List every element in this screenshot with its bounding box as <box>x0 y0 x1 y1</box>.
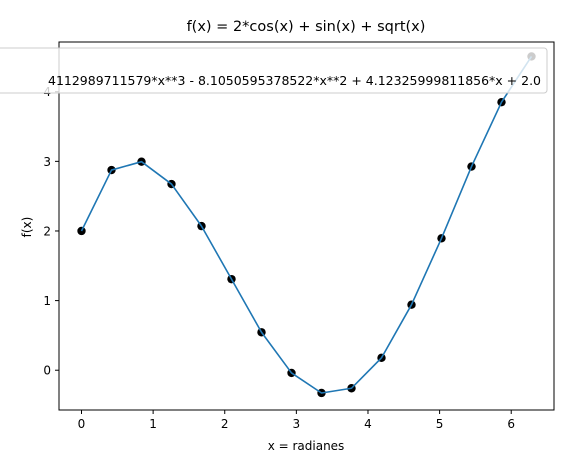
x-tick-label: 5 <box>436 417 444 431</box>
x-tick-label: 1 <box>149 417 157 431</box>
axes-frame <box>58 41 555 411</box>
plot-area <box>77 52 536 398</box>
legend-box <box>0 47 548 94</box>
x-tick-label: 4 <box>364 417 372 431</box>
legend-label: 4112989711579*x**3 - 8.1050595378522*x**… <box>48 73 541 88</box>
y-tick-label: 2 <box>43 224 51 238</box>
x-tick-label: 0 <box>78 417 86 431</box>
x-tick-label: 3 <box>293 417 301 431</box>
y-tick-label: 3 <box>43 155 51 169</box>
data-point <box>77 226 86 236</box>
y-tick-label: 1 <box>43 294 51 308</box>
fit-line <box>80 55 533 394</box>
y-axis-label: f(x) <box>20 217 34 238</box>
y-tick-label: 0 <box>43 364 51 378</box>
legend: 4112989711579*x**3 - 8.1050595378522*x**… <box>0 47 548 94</box>
x-tick-label: 6 <box>507 417 515 431</box>
x-axis-label: x = radianes <box>268 439 345 453</box>
x-tick-label: 2 <box>221 417 229 431</box>
chart-title: f(x) = 2*cos(x) + sin(x) + sqrt(x) <box>187 19 426 35</box>
